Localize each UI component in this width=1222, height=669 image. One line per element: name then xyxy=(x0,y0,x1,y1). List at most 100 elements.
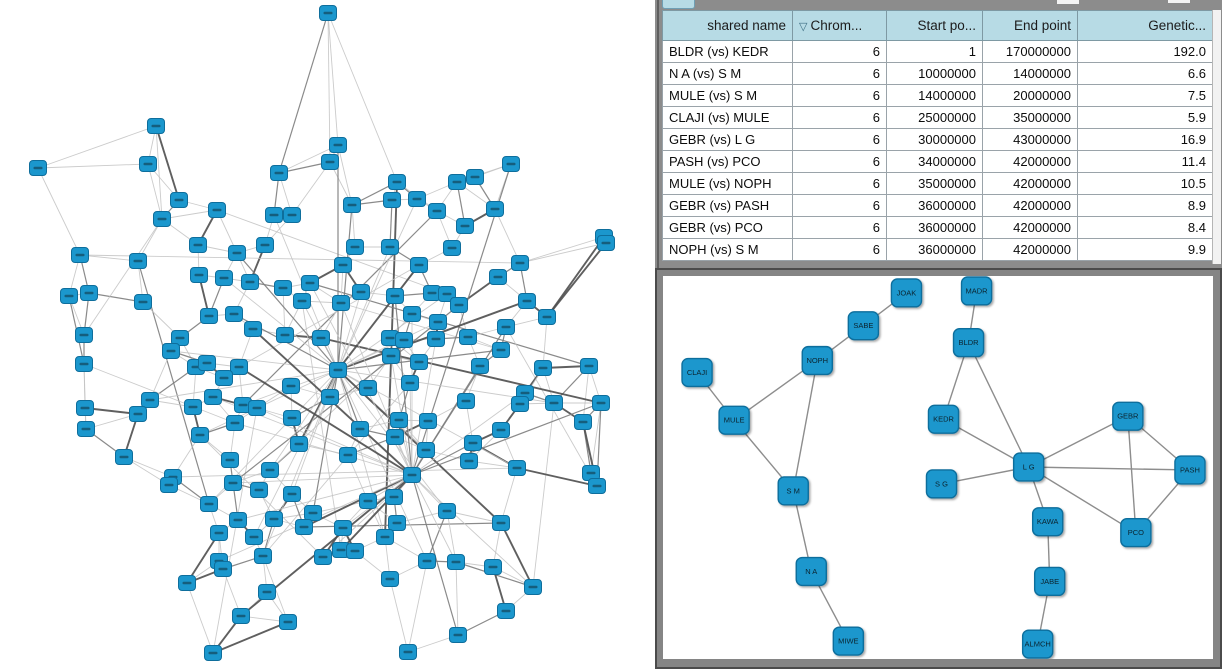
graph-node[interactable] xyxy=(329,362,347,378)
graph-node[interactable] xyxy=(215,370,233,386)
graph-node[interactable] xyxy=(447,554,465,570)
graph-node[interactable] xyxy=(399,644,417,660)
graph-node[interactable] xyxy=(129,406,147,422)
table-row[interactable]: GEBR (vs) L G 6 30000000 43000000 16.9 xyxy=(662,128,1213,151)
graph-node[interactable] xyxy=(457,393,475,409)
graph-node[interactable] xyxy=(428,203,446,219)
graph-node[interactable] xyxy=(417,442,435,458)
column-header-end-point[interactable]: End point xyxy=(982,10,1078,41)
graph-node[interactable] xyxy=(171,330,189,346)
graph-node[interactable] xyxy=(321,389,339,405)
graph-node[interactable] xyxy=(270,165,288,181)
graph-node[interactable] xyxy=(386,429,404,445)
graph-node[interactable] xyxy=(141,392,159,408)
graph-node[interactable] xyxy=(80,285,98,301)
graph-node[interactable] xyxy=(574,414,592,430)
graph-node[interactable] xyxy=(538,309,556,325)
graph-node[interactable] xyxy=(241,274,259,290)
graph-node[interactable] xyxy=(518,293,536,309)
graph-node[interactable] xyxy=(492,515,510,531)
graph-node[interactable] xyxy=(329,137,347,153)
table-row[interactable]: MULE (vs) S M 6 14000000 20000000 7.5 xyxy=(662,84,1213,107)
graph-node[interactable] xyxy=(274,280,292,296)
filter-icon[interactable]: ▽ xyxy=(799,21,808,33)
graph-node[interactable] xyxy=(29,160,47,176)
graph-node[interactable] xyxy=(489,269,507,285)
graph-node-mule[interactable]: MULE xyxy=(718,405,750,435)
graph-node[interactable] xyxy=(293,293,311,309)
graph-node[interactable] xyxy=(184,399,202,415)
graph-node-bldr[interactable]: BLDR xyxy=(952,328,985,358)
graph-node[interactable] xyxy=(385,489,403,505)
graph-node[interactable] xyxy=(438,503,456,519)
graph-node[interactable] xyxy=(419,413,437,429)
graph-node[interactable] xyxy=(77,421,95,437)
graph-node[interactable] xyxy=(395,332,413,348)
graph-node[interactable] xyxy=(597,235,615,251)
graph-node[interactable] xyxy=(403,306,421,322)
graph-node-miwe[interactable]: MIWE xyxy=(832,626,865,656)
graph-node-sabe[interactable]: SABE xyxy=(847,311,880,341)
graph-node[interactable] xyxy=(534,360,552,376)
graph-node-pash[interactable]: PASH xyxy=(1174,455,1206,485)
graph-node[interactable] xyxy=(210,525,228,541)
graph-node[interactable] xyxy=(386,288,404,304)
graph-node[interactable] xyxy=(230,359,248,375)
table-row[interactable]: MULE (vs) NOPH 6 35000000 42000000 10.5 xyxy=(662,172,1213,195)
graph-node[interactable] xyxy=(162,343,180,359)
graph-node[interactable] xyxy=(427,331,445,347)
graph-node[interactable] xyxy=(204,645,222,661)
graph-node[interactable] xyxy=(508,460,526,476)
graph-node-joak[interactable]: JOAK xyxy=(890,278,923,308)
table-row[interactable]: GEBR (vs) PASH 6 36000000 42000000 8.9 xyxy=(662,194,1213,217)
table-row[interactable]: N A (vs) S M 6 10000000 14000000 6.6 xyxy=(662,62,1213,85)
graph-node[interactable] xyxy=(492,342,510,358)
graph-node[interactable] xyxy=(76,400,94,416)
graph-node[interactable] xyxy=(256,237,274,253)
graph-node[interactable] xyxy=(497,319,515,335)
graph-node[interactable] xyxy=(147,118,165,134)
graph-node-noph[interactable]: NOPH xyxy=(801,345,834,376)
graph-node-pco[interactable]: PCO xyxy=(1120,518,1152,548)
graph-node[interactable] xyxy=(410,257,428,273)
graph-node-l-g[interactable]: L G xyxy=(1012,452,1045,482)
graph-node[interactable] xyxy=(381,571,399,587)
graph-node[interactable] xyxy=(466,169,484,185)
graph-node-s-g[interactable]: S G xyxy=(925,469,958,499)
graph-node[interactable] xyxy=(208,202,226,218)
graph-node-gebr[interactable]: GEBR xyxy=(1112,401,1144,431)
graph-node[interactable] xyxy=(215,270,233,286)
graph-node[interactable] xyxy=(497,603,515,619)
graph-node[interactable] xyxy=(282,378,300,394)
graph-node[interactable] xyxy=(588,478,606,494)
graph-node[interactable] xyxy=(403,467,421,483)
graph-node[interactable] xyxy=(511,396,529,412)
graph-node[interactable] xyxy=(390,412,408,428)
graph-node[interactable] xyxy=(321,154,339,170)
graph-node[interactable] xyxy=(484,559,502,575)
graph-node[interactable] xyxy=(319,5,337,21)
graph-node[interactable] xyxy=(204,389,222,405)
graph-node[interactable] xyxy=(460,453,478,469)
graph-node[interactable] xyxy=(290,436,308,452)
graph-node[interactable] xyxy=(545,395,563,411)
graph-node[interactable] xyxy=(276,327,294,343)
graph-node[interactable] xyxy=(71,247,89,263)
graph-node[interactable] xyxy=(226,415,244,431)
graph-node[interactable] xyxy=(304,505,322,521)
graph-node[interactable] xyxy=(228,245,246,261)
graph-node[interactable] xyxy=(464,435,482,451)
graph-node[interactable] xyxy=(250,482,268,498)
graph-node-claji[interactable]: CLAJI xyxy=(681,357,713,388)
table-row[interactable]: PASH (vs) PCO 6 34000000 42000000 11.4 xyxy=(662,150,1213,173)
graph-node[interactable] xyxy=(346,239,364,255)
graph-node[interactable] xyxy=(283,410,301,426)
graph-node[interactable] xyxy=(401,375,419,391)
graph-node[interactable] xyxy=(382,348,400,364)
graph-node[interactable] xyxy=(134,294,152,310)
graph-node[interactable] xyxy=(334,257,352,273)
graph-node[interactable] xyxy=(376,529,394,545)
graph-node[interactable] xyxy=(423,285,441,301)
graph-node[interactable] xyxy=(225,306,243,322)
graph-node[interactable] xyxy=(189,237,207,253)
